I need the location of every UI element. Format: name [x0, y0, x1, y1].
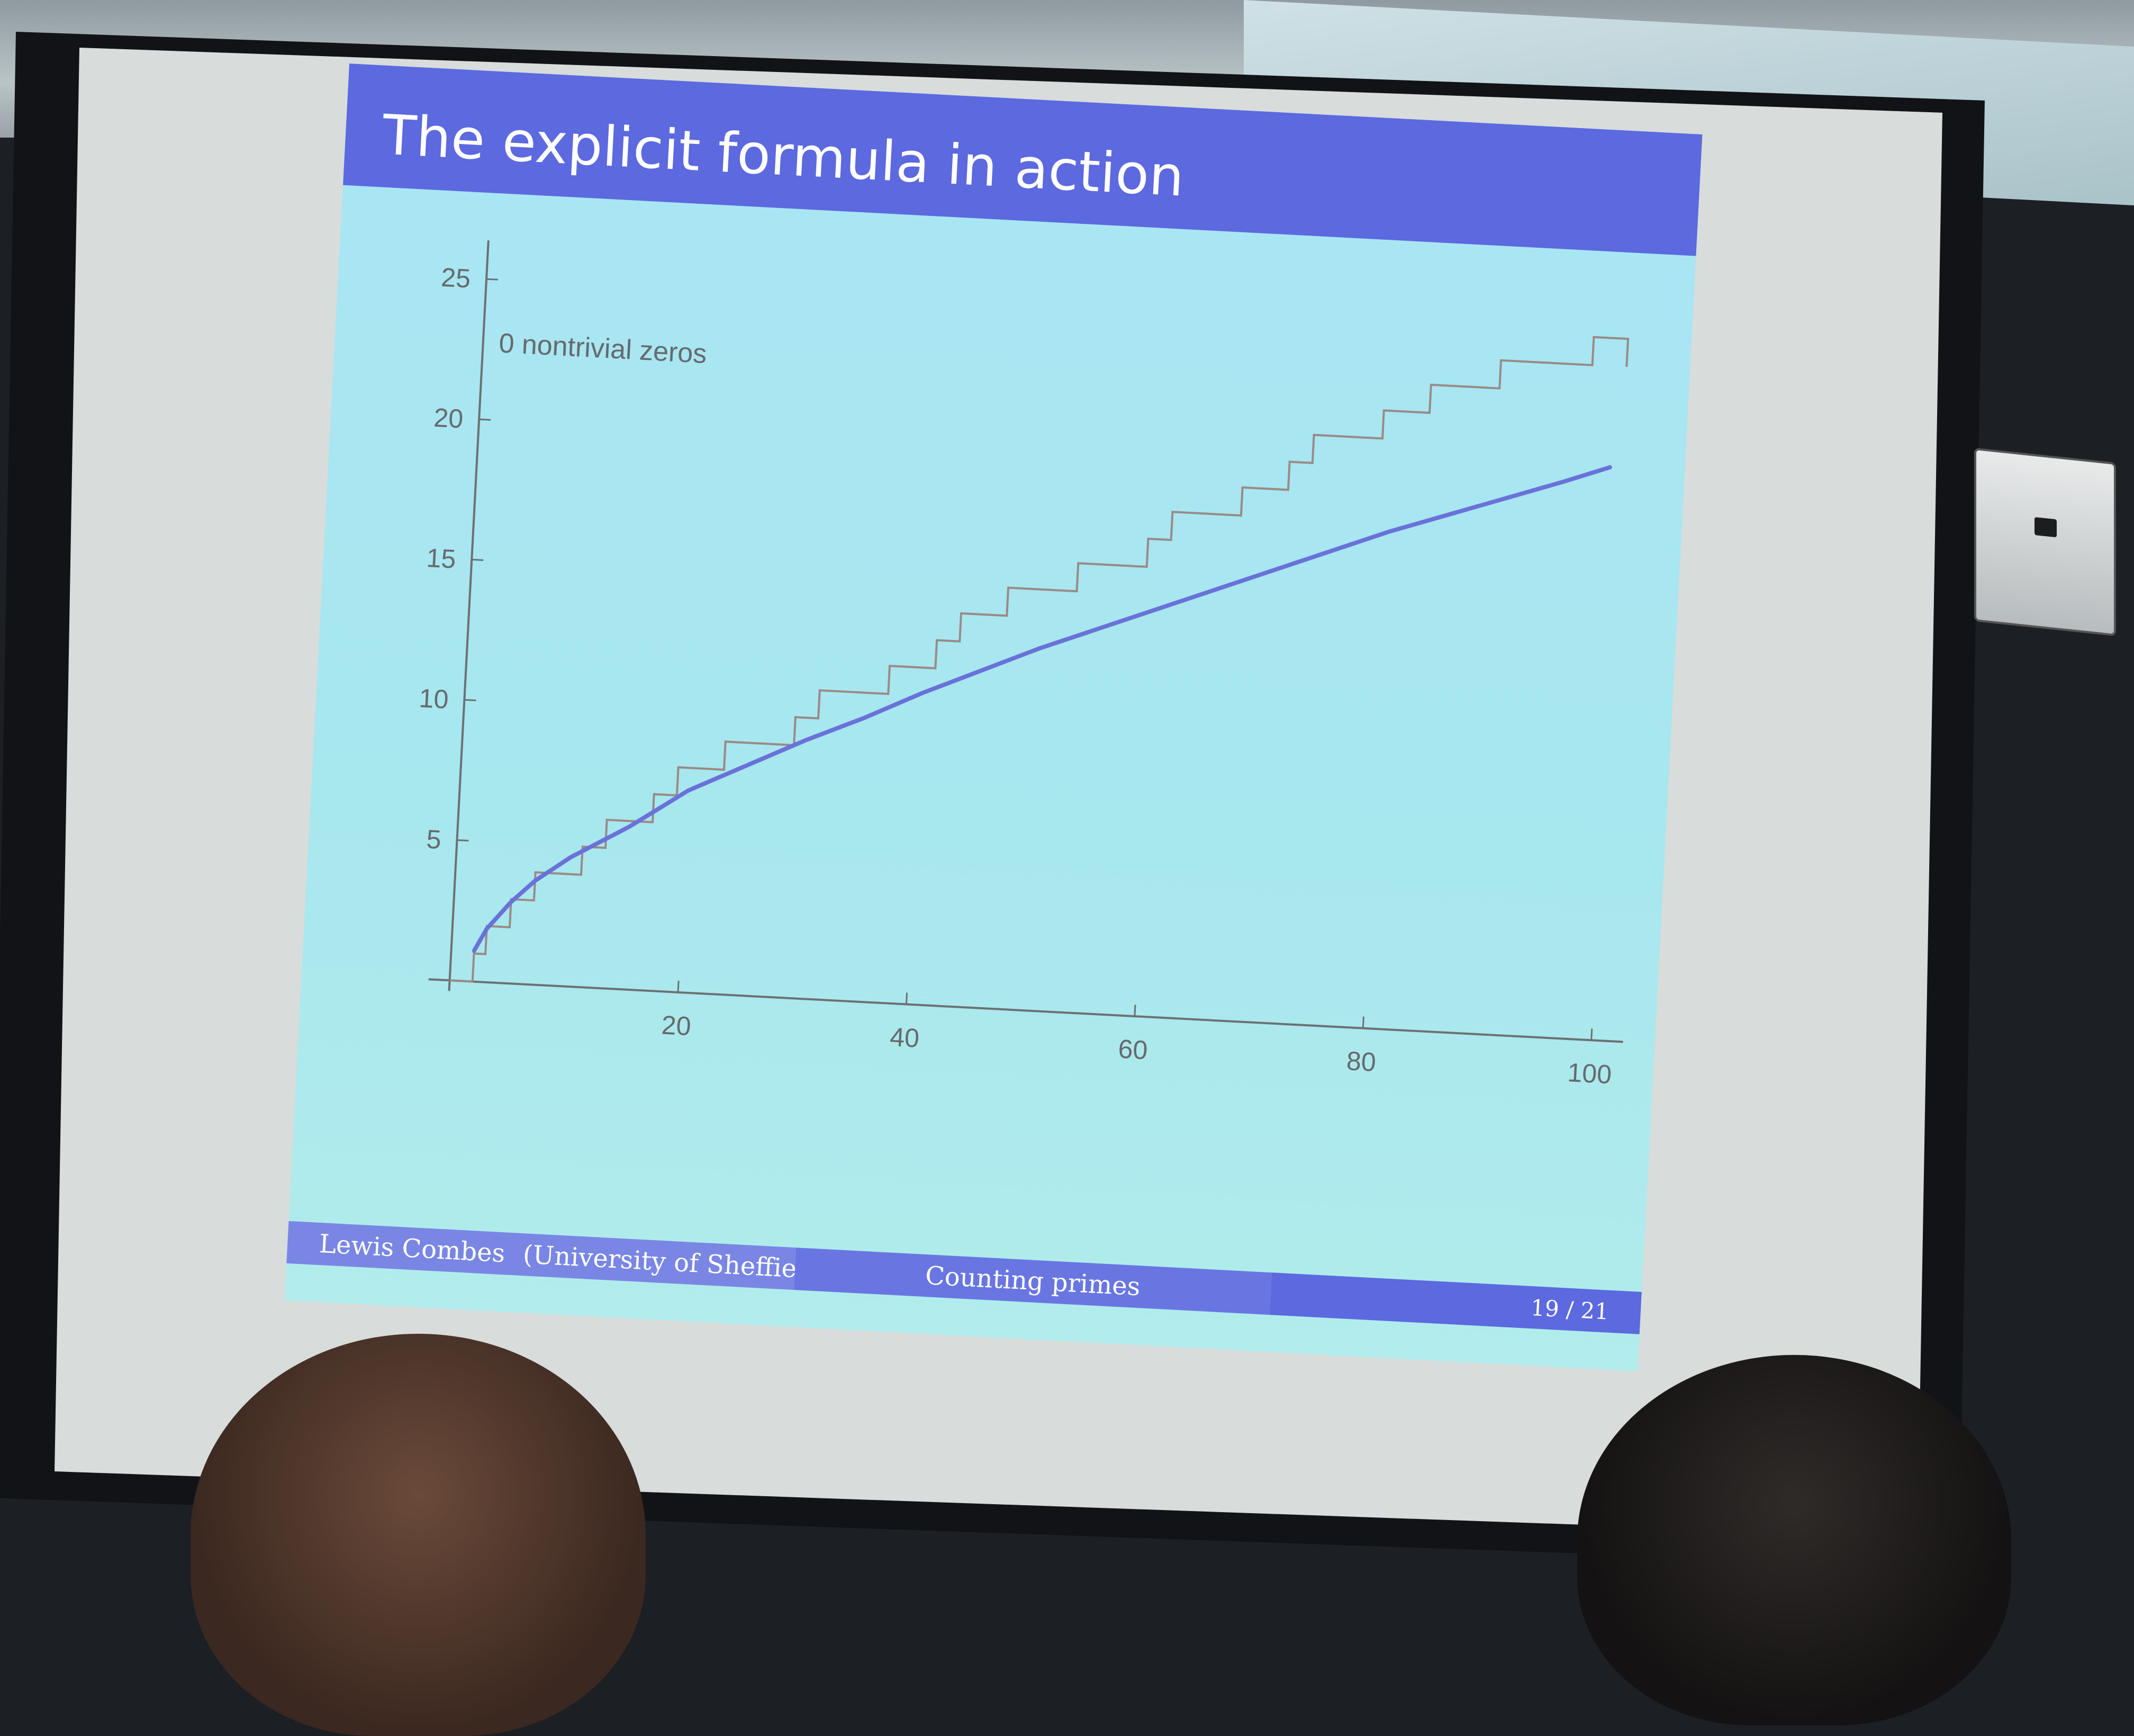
x-tick-1: [905, 992, 908, 1005]
speaker-logo-icon: [2034, 517, 2057, 538]
presentation-slide: The explicit formula in action 20 40 60 80 1…: [284, 64, 1703, 1371]
chart-series: [449, 336, 1630, 983]
footer-affiliation: (University of Sheffield): [522, 1240, 832, 1286]
x-tick-label-2: 60: [1117, 1034, 1148, 1065]
y-tick-label-0: 5: [426, 824, 442, 854]
y-tick-label-1: 10: [418, 683, 449, 715]
step-series-0: [449, 336, 1630, 983]
footer-page-number: 19 / 21: [1269, 1272, 1642, 1334]
x-axis: [428, 978, 1623, 1043]
y-axis: [448, 240, 490, 991]
y-tick-3: [479, 418, 491, 421]
x-tick-label-3: 80: [1346, 1046, 1377, 1077]
smooth-series-1: [472, 465, 1612, 953]
chart-ticks: 20 40 60 80 100 5 10 15 20 25: [418, 263, 1612, 1090]
x-tick-0: [677, 980, 680, 992]
audience-head-left: [191, 1334, 646, 1736]
prime-counting-chart: 20 40 60 80 100 5 10 15 20 25 0 nontrivial zeros: [418, 240, 1630, 1090]
y-tick-label-3: 20: [433, 403, 464, 434]
wall-speaker: [1974, 447, 2116, 637]
footer-author: Lewis Combes: [318, 1229, 506, 1269]
footer-author-section: Lewis Combes (University of Sheffield): [286, 1220, 831, 1290]
y-tick-2: [472, 558, 484, 561]
x-tick-label-4: 100: [1567, 1057, 1612, 1089]
zeros-annotation: 0 nontrivial zeros: [498, 328, 708, 369]
x-tick-label-0: 20: [661, 1010, 691, 1041]
x-tick-label-1: 40: [889, 1022, 920, 1053]
y-tick-label-4: 25: [440, 263, 471, 294]
footer-talk-title: Counting primes: [793, 1247, 1272, 1315]
chart-axes: [428, 240, 1623, 1043]
slide-title: The explicit formula in action: [381, 102, 1186, 209]
y-tick-label-2: 15: [426, 543, 456, 574]
audience-head-right: [1577, 1355, 2011, 1725]
